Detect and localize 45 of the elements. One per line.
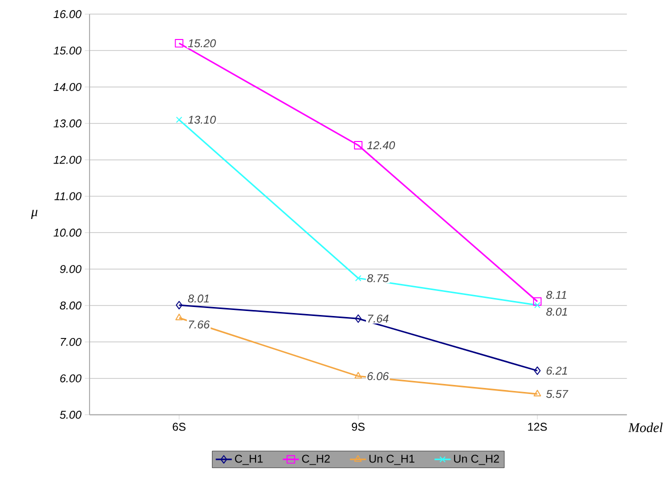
point [534,390,542,396]
point [355,274,362,282]
point [534,366,541,375]
x-tick-label: 12S [528,422,547,431]
y-tick-label: 11.00 [54,192,82,200]
data-label: 8.01 [188,294,209,302]
data-label: 6.21 [546,366,567,375]
data-label: 8.11 [546,290,566,299]
data-label: 8.75 [367,274,389,282]
x-tick-label: 6S [172,422,186,431]
y-tick-label: 13.00 [54,119,82,128]
data-label: 7.64 [368,314,388,322]
y-tick-label: 9.00 [60,264,82,273]
legend-label: C_H2 [302,454,330,465]
point [174,38,184,48]
y-tick-label: 14.00 [54,82,82,91]
data-label: 13.10 [188,116,216,124]
y-tick-label: 12.00 [54,156,82,164]
legend-label: C_H1 [235,454,263,465]
point [175,313,183,320]
y-axis-title: μ [31,210,38,219]
legend-label: Un C_H1 [369,454,414,465]
y-tick-label: 10.00 [54,228,82,236]
y-tick-label: 8.00 [60,301,82,310]
data-label: 15.20 [188,39,216,48]
data-label: 6.06 [368,372,389,380]
point [176,116,182,123]
data-label: 7.66 [188,320,210,328]
x-axis-title: Model [628,422,663,432]
point [354,372,362,378]
x-tick-label: 9S [352,422,365,431]
point [534,302,540,308]
data-label: 5.57 [546,390,568,398]
y-tick-label: 5.00 [60,410,82,419]
data-label: 8.01 [546,308,567,316]
point [354,314,362,323]
y-tick-label: 6.00 [60,374,82,382]
legend-label: Un C_H2 [454,454,499,465]
data-label: 12.40 [367,141,395,150]
y-tick-label: 7.00 [60,338,82,346]
point [354,140,362,150]
point [176,300,182,310]
y-tick-label: 16.00 [54,10,82,18]
point [533,297,542,306]
y-tick-label: 15.00 [54,46,82,54]
